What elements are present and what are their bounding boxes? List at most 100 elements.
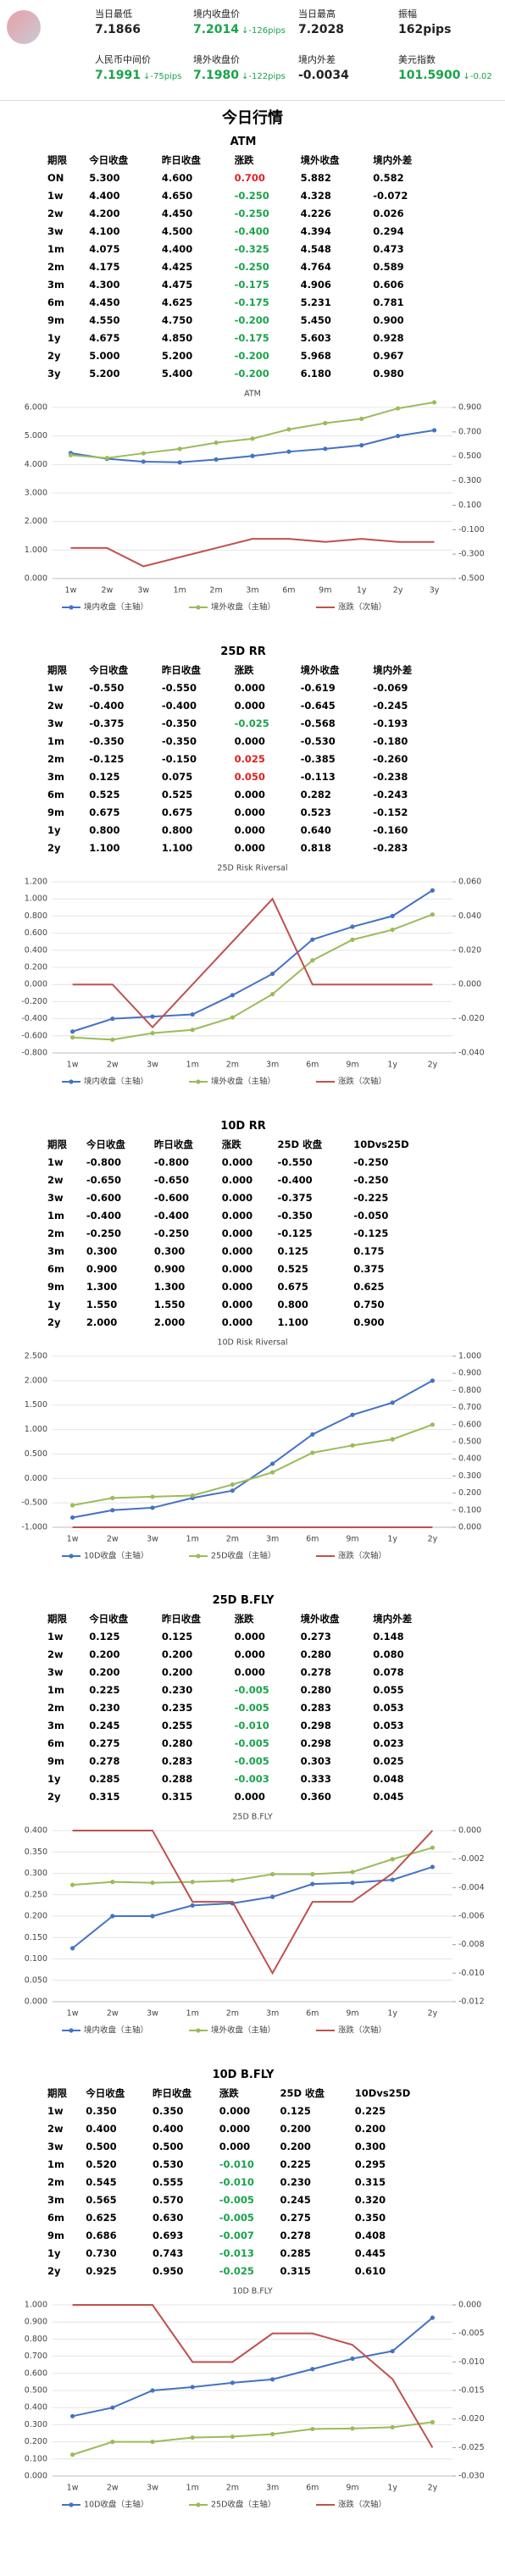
cell: 0.235 — [161, 1701, 193, 1714]
y-tick-label: 2.500 — [25, 1352, 47, 1361]
point — [310, 937, 315, 942]
legend-marker — [196, 1554, 201, 1559]
cell: 0.675 — [161, 806, 193, 818]
table-row: 1m -0.350 -0.350 0.000 -0.530 -0.180 — [44, 732, 442, 750]
column-header: 昨日收盘 — [152, 2086, 191, 2099]
cell: 0.275 — [89, 1737, 120, 1749]
point — [270, 1470, 275, 1475]
cell: -0.550 — [89, 681, 125, 694]
chart: 25D B.FLY 0.000 0.050 0.100 0.150 0.200 0.250 0… — [25, 1813, 485, 2036]
cell: -0.175 — [234, 296, 269, 308]
cell: 0.282 — [300, 788, 331, 800]
table-row: 3w -0.600 -0.600 0.000 -0.375 -0.225 — [44, 1188, 442, 1206]
cell: 5.450 — [300, 313, 331, 326]
y2-tick-label: -0.006 — [458, 1912, 485, 1921]
point — [270, 971, 275, 977]
cell: 0.245 — [280, 2193, 311, 2206]
point — [141, 459, 146, 464]
chart: 10D B.FLY 0.000 0.100 0.200 0.300 0.400 0.500 0… — [25, 2287, 485, 2510]
cell: 2w — [47, 207, 64, 219]
cell: 3w — [47, 717, 64, 729]
x-tick-label: 3m — [266, 1061, 279, 1070]
y2-tick-label: -0.005 — [458, 2329, 485, 2338]
y2-tick-label: 0.060 — [458, 878, 481, 887]
cell: 0.280 — [300, 1648, 331, 1660]
cell: 0.360 — [300, 1790, 331, 1803]
cell: -0.568 — [300, 717, 336, 729]
point — [230, 2434, 235, 2440]
cell: -0.005 — [234, 1754, 269, 1767]
cell: -0.113 — [300, 770, 336, 783]
cell: -0.160 — [373, 823, 408, 836]
cell: -0.650 — [153, 1173, 189, 1186]
cell: 0.800 — [161, 823, 193, 836]
x-tick-label: 2m — [226, 1061, 239, 1070]
cell: 0.230 — [89, 1701, 120, 1714]
cell: -0.125 — [353, 1227, 389, 1239]
cell: -0.200 — [234, 349, 269, 362]
cell: 2.000 — [86, 1316, 118, 1328]
cell: 0.200 — [280, 2122, 311, 2135]
y-tick-label: 0.050 — [25, 1975, 47, 1985]
point — [350, 1412, 355, 1417]
cell: 0.000 — [221, 1298, 253, 1310]
cell: 0.000 — [221, 1191, 253, 1204]
y-tick-label: 0.200 — [25, 1912, 47, 1921]
section: 10D RR 期限 今日收盘 昨日收盘 涨跌 25D 收盘 10Dvs25D 1w -0.800… — [0, 1117, 505, 1580]
point — [430, 1378, 435, 1383]
stat-value: 7.2028 — [298, 23, 345, 36]
column-header: 25D 收盘 — [280, 2086, 325, 2099]
header-row: 期限 今日收盘 昨日收盘 涨跌 25D 收盘 10Dvs25D — [44, 1135, 442, 1153]
column-header: 涨跌 — [219, 2086, 239, 2099]
cell: 0.026 — [373, 207, 404, 219]
y-tick-label: 1.500 — [25, 1400, 47, 1410]
column-header: 境内外差 — [373, 1612, 413, 1625]
point — [390, 1857, 395, 1862]
cell: 4.600 — [161, 171, 193, 184]
cell: 0.818 — [300, 841, 331, 854]
column-header: 境内外差 — [373, 663, 413, 676]
point — [390, 2348, 395, 2354]
table-title-row: 25D RR — [44, 643, 442, 661]
point — [70, 1035, 75, 1040]
series-line — [72, 1379, 433, 1519]
cell: -0.193 — [373, 717, 408, 729]
x-tick-label: 1m — [186, 1535, 199, 1544]
cell: -0.400 — [153, 1209, 189, 1222]
cell: 4.400 — [89, 189, 120, 202]
stat-label: 境内收盘价 — [193, 8, 240, 19]
cell: 0.900 — [86, 1262, 118, 1275]
cell: 5.200 — [161, 349, 193, 362]
cell: 5.968 — [300, 349, 331, 362]
cell: 0.000 — [234, 681, 265, 694]
cell: 6m — [47, 296, 64, 308]
chart-title: 25D Risk Riversal — [217, 864, 287, 873]
cell: 6m — [47, 2211, 64, 2224]
column-header: 涨跌 — [234, 663, 254, 676]
stat-label: 人民币中间价 — [95, 54, 151, 65]
x-tick-label: 2w — [107, 2009, 119, 2019]
x-tick-label: 9m — [346, 2009, 358, 2019]
point — [350, 1881, 355, 1886]
cell: 0.750 — [353, 1298, 385, 1310]
legend-label: 境内收盘（主轴） — [84, 602, 148, 612]
cell: ON — [47, 171, 64, 184]
cell: 1.300 — [86, 1280, 118, 1293]
y-tick-label: 3.000 — [25, 489, 47, 498]
point — [270, 1894, 275, 1899]
cell: -0.200 — [234, 313, 269, 326]
point — [430, 2315, 435, 2320]
x-tick-label: 1w — [67, 2009, 79, 2019]
column-header: 期限 — [47, 1138, 67, 1150]
column-header: 25D 收盘 — [277, 1138, 323, 1150]
cell: -0.600 — [86, 1191, 122, 1204]
point — [150, 2388, 155, 2393]
y2-tick-label: 0.500 — [458, 451, 481, 461]
cell: -0.283 — [373, 841, 408, 854]
cell: 0.928 — [373, 331, 404, 344]
header-row: 期限 今日收盘 昨日收盘 涨跌 境外收盘 境内外差 — [44, 151, 442, 169]
y2-tick-label: 0.200 — [458, 1488, 481, 1498]
point — [270, 2431, 275, 2437]
y2-tick-label: -0.020 — [458, 2414, 485, 2424]
table-row: 1m 4.075 4.400 -0.325 4.548 0.473 — [44, 240, 442, 258]
